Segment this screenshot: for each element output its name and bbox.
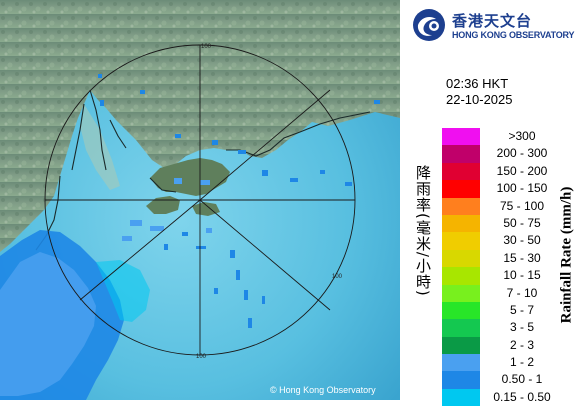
timestamp: 02:36 HKT 22-10-2025	[446, 76, 513, 108]
estuary-shallows	[80, 104, 120, 190]
legend-row: 200 - 300	[442, 145, 574, 163]
legend-row: 150 - 200	[442, 162, 574, 181]
legend-swatch	[442, 145, 480, 163]
legend-swatch	[442, 197, 480, 215]
legend-row: 3 - 5	[442, 319, 574, 337]
legend-row: 30 - 50	[442, 232, 574, 250]
org-name-en: HONG KONG OBSERVATORY	[452, 30, 575, 40]
legend-swatch	[442, 214, 480, 233]
date-text: 22-10-2025	[446, 92, 513, 107]
legend-label: 1 - 2	[509, 355, 534, 370]
legend-row: >300	[442, 128, 574, 146]
legend-row: 100 - 150	[442, 180, 574, 198]
legend-swatch	[442, 284, 480, 302]
legend-label: 10 - 15	[503, 268, 541, 283]
legend-row: 0.15 - 0.50	[442, 388, 574, 406]
legend-swatch	[442, 371, 480, 389]
legend-swatch	[442, 388, 480, 406]
legend-label: >300	[508, 129, 536, 143]
lantau-island	[146, 196, 180, 214]
legend-label: 100 - 150	[496, 181, 548, 196]
legend-row: 7 - 10	[442, 284, 574, 302]
legend-row: 0.50 - 1	[442, 371, 574, 389]
legend-label: 30 - 50	[503, 233, 541, 248]
legend-label: 3 - 5	[509, 320, 534, 335]
time-text: 02:36 HKT	[446, 76, 509, 91]
legend-swatch	[442, 336, 480, 355]
rain-echoes	[0, 74, 380, 400]
legend-row: 1 - 2	[442, 354, 574, 372]
legend-label: 0.15 - 0.50	[493, 389, 551, 404]
legend-label: 15 - 30	[503, 250, 541, 265]
legend-label: 0.50 - 1	[501, 372, 543, 387]
copyright-text: © Hong Kong Observatory	[270, 385, 376, 395]
hong-kong-land	[150, 158, 230, 196]
ring-label-bottom: 100	[196, 354, 207, 360]
legend-swatch	[442, 180, 480, 198]
legend-swatch	[442, 301, 480, 320]
legend-label: 5 - 7	[509, 302, 534, 317]
legend-label: 7 - 10	[506, 285, 538, 300]
legend-row: 2 - 3	[442, 336, 574, 355]
hko-logo: 香港天文台 HONG KONG OBSERVATORY	[412, 8, 575, 44]
legend-swatch	[442, 232, 480, 250]
legend-label: 75 - 100	[499, 198, 545, 213]
legend-label: 150 - 200	[496, 163, 548, 178]
legend-swatch	[442, 162, 480, 181]
legend-label: 200 - 300	[496, 146, 548, 161]
org-name-cn: 香港天文台	[452, 12, 533, 30]
radar-range-rings	[44, 44, 356, 356]
legend-swatch	[442, 128, 480, 146]
legend-label: 2 - 3	[509, 337, 534, 352]
legend-swatch	[442, 319, 480, 337]
rainfall-legend: >300 200 - 300 150 - 200 100 - 150 75 - 100 5…	[442, 128, 574, 406]
hko-logo-icon	[413, 9, 445, 41]
legend-row: 5 - 7	[442, 301, 574, 320]
legend-row: 10 - 15	[442, 267, 574, 285]
ring-label-top: 100	[201, 44, 212, 50]
radar-map: 100 100 100 © Hong Kong Observatory	[0, 0, 400, 400]
legend-label: 50 - 75	[503, 215, 541, 230]
legend-row: 75 - 100	[442, 197, 574, 215]
legend-title-en: Rainfall Rate (mm/h)	[558, 186, 575, 324]
legend-title-cn: 降雨率(毫米/小時)	[414, 165, 432, 297]
legend-row: 50 - 75	[442, 214, 574, 233]
legend-row: 15 - 30	[442, 249, 574, 268]
legend-swatch	[442, 249, 480, 268]
hong-kong-island	[192, 202, 220, 216]
legend-swatch	[442, 267, 480, 285]
legend-title-en-wrap: Rainfall Rate (mm/h)	[557, 170, 577, 340]
info-panel: 香港天文台 HONG KONG OBSERVATORY 02:36 HKT 22…	[400, 0, 577, 406]
legend-swatch	[442, 354, 480, 372]
ring-label-right: 100	[332, 274, 343, 280]
